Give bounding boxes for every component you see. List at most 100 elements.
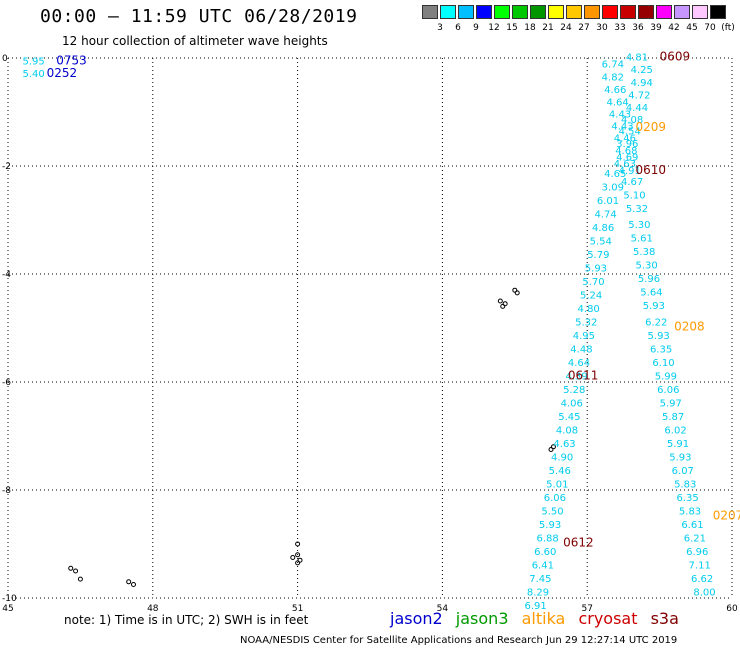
swh-value: 4.64 bbox=[607, 98, 629, 109]
colorbar-swatch bbox=[674, 5, 690, 19]
swh-value: 6.06 bbox=[657, 385, 679, 396]
colorbar-swatch bbox=[422, 5, 438, 19]
island-outline bbox=[77, 576, 83, 582]
colorbar-label: 24 bbox=[560, 23, 572, 33]
swh-value: 4.74 bbox=[594, 209, 616, 220]
swh-value: 4.72 bbox=[628, 91, 650, 102]
swh-value: 4.06 bbox=[561, 398, 583, 409]
swh-value: 5.64 bbox=[640, 288, 662, 299]
swh-value: 5.46 bbox=[549, 466, 571, 477]
colorbar-label: 3 bbox=[437, 23, 443, 33]
swh-value: 6.74 bbox=[602, 60, 624, 71]
pass-label: 0252 bbox=[47, 66, 78, 80]
island-outline bbox=[502, 301, 508, 307]
swh-value: 7.45 bbox=[529, 574, 551, 585]
swh-value: 5.96 bbox=[638, 274, 660, 285]
swh-value: 5.30 bbox=[628, 220, 650, 231]
swh-value: 5.30 bbox=[635, 261, 657, 272]
island-outline bbox=[295, 552, 301, 558]
colorbar-swatch bbox=[566, 5, 582, 19]
swh-value: 4.67 bbox=[621, 177, 643, 188]
swh-value: 4.80 bbox=[578, 304, 600, 315]
colorbar-label: 15 bbox=[506, 23, 518, 33]
swh-value: 4.54 bbox=[619, 127, 641, 138]
colorbar-label: 9 bbox=[473, 23, 479, 33]
swh-value: 6.61 bbox=[681, 520, 703, 531]
swh-value: 6.06 bbox=[544, 493, 566, 504]
swh-value: 5.93 bbox=[643, 301, 665, 312]
island-outline bbox=[297, 557, 303, 563]
swh-value: 6.02 bbox=[664, 425, 686, 436]
colorbar-label: 33 bbox=[614, 23, 626, 33]
colorbar-swatch bbox=[620, 5, 636, 19]
legend-jason3: jason3 bbox=[455, 609, 509, 628]
swh-value: 5.99 bbox=[655, 371, 677, 382]
colorbar-swatch bbox=[602, 5, 618, 19]
y-tick-label: -4 bbox=[2, 270, 11, 280]
swh-value: 4.68 bbox=[615, 146, 637, 157]
island-outline bbox=[550, 444, 556, 450]
y-tick-label: -2 bbox=[2, 162, 11, 172]
swh-value: 5.83 bbox=[679, 506, 701, 517]
colorbar-swatch bbox=[440, 5, 456, 19]
colorbar-label: 45 bbox=[686, 23, 698, 33]
swh-value: 3.96 bbox=[616, 139, 638, 150]
swh-value: 5.97 bbox=[660, 398, 682, 409]
y-tick-label: 0 bbox=[2, 54, 8, 64]
colorbar-label: 39 bbox=[650, 23, 662, 33]
colorbar-swatch bbox=[656, 5, 672, 19]
swh-value: 4.63 bbox=[614, 159, 636, 170]
island-outline bbox=[73, 568, 79, 574]
island-outline bbox=[512, 287, 518, 293]
swh-value: 5.79 bbox=[587, 250, 609, 261]
swh-value: 4.25 bbox=[631, 65, 653, 76]
legend-jason2: jason2 bbox=[390, 609, 443, 628]
swh-value: 5.87 bbox=[662, 412, 684, 423]
swh-value: 4.86 bbox=[592, 223, 614, 234]
colorbar-swatch bbox=[710, 5, 726, 19]
swh-value: 6.35 bbox=[650, 344, 672, 355]
swh-value: 5.93 bbox=[585, 263, 607, 274]
swh-value: 6.96 bbox=[686, 547, 708, 558]
swh-value: 5.32 bbox=[626, 204, 648, 215]
swh-value: 3.09 bbox=[602, 182, 624, 193]
colorbar-label: 27 bbox=[578, 23, 590, 33]
swh-value: 6.07 bbox=[672, 466, 694, 477]
pass-label: 0209 bbox=[635, 120, 666, 134]
island-outline bbox=[290, 555, 296, 560]
swh-value: 4.82 bbox=[602, 73, 624, 84]
swh-value: 4.63 bbox=[553, 439, 575, 450]
y-tick-label: -10 bbox=[2, 594, 17, 604]
island-outline bbox=[130, 582, 136, 587]
swh-value: 4.90 bbox=[551, 452, 573, 463]
swh-value: 5.91 bbox=[667, 439, 689, 450]
colorbar-swatch bbox=[476, 5, 492, 19]
swh-value: 8.00 bbox=[693, 587, 715, 598]
legend-cryosat: cryosat bbox=[578, 609, 638, 628]
swh-value: 6.01 bbox=[597, 196, 619, 207]
swh-value: 4.81 bbox=[626, 53, 648, 64]
footer-credit: NOAA/NESDIS Center for Satellite Applica… bbox=[240, 635, 678, 646]
swh-value: 5.38 bbox=[633, 247, 655, 258]
swh-value: 4.69 bbox=[616, 153, 638, 164]
swh-value: 5.93 bbox=[539, 520, 561, 531]
swh-value: 6.60 bbox=[534, 547, 556, 558]
colorbar-swatch bbox=[692, 5, 708, 19]
swh-value: 5.24 bbox=[580, 290, 602, 301]
island-outline bbox=[68, 565, 74, 571]
swh-value: 5.93 bbox=[669, 452, 691, 463]
pass-label: 0611 bbox=[568, 368, 599, 382]
swh-value: 5.54 bbox=[590, 236, 612, 247]
x-tick-label: 48 bbox=[147, 604, 159, 614]
swh-value: 4.08 bbox=[556, 425, 578, 436]
swh-value: 5.95 bbox=[22, 56, 44, 67]
swh-value: 6.41 bbox=[532, 560, 554, 571]
x-tick-label: 57 bbox=[581, 604, 592, 614]
x-tick-label: 45 bbox=[2, 604, 13, 614]
colorbar-label: 36 bbox=[632, 23, 644, 33]
x-tick-label: 60 bbox=[726, 604, 738, 614]
pass-label: 0207 bbox=[713, 509, 740, 523]
swh-value: 4.94 bbox=[631, 78, 653, 89]
pass-label: 0612 bbox=[563, 536, 594, 550]
